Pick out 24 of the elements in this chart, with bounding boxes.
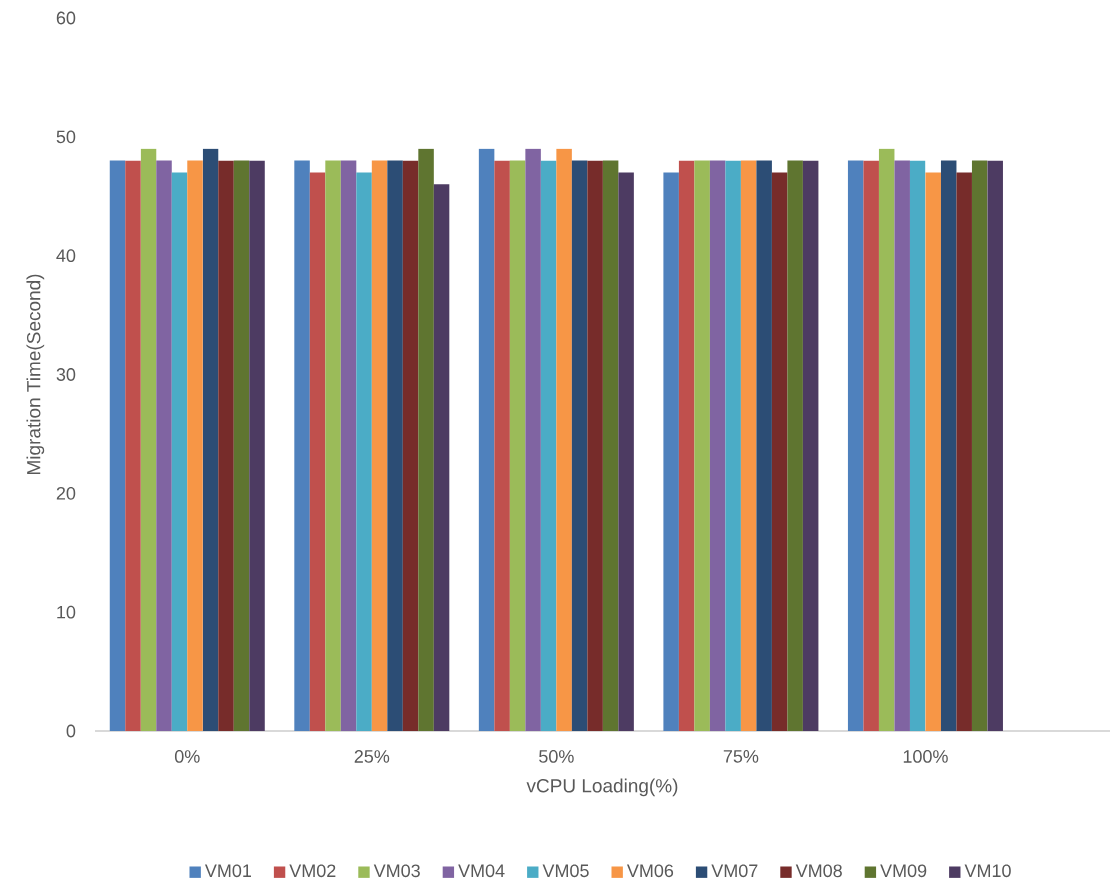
legend-label: VM02 [289,864,336,878]
x-tick-label: 0% [174,750,200,763]
x-tick-label: 25% [354,750,390,763]
legend-label: VM08 [795,864,842,878]
y-tick-label: 20 [56,486,76,500]
x-axis-title: vCPU Loading(%) [526,778,678,797]
legend-label: VM07 [711,864,758,878]
legend-label: VM03 [373,864,420,878]
legend-label: VM01 [204,864,251,878]
y-tick-label: 0 [66,724,76,738]
x-tick-label: 100% [903,750,948,763]
legend-label: VM06 [626,864,674,878]
y-tick-label: 30 [56,368,76,381]
y-tick-label: 60 [56,11,76,25]
legend-label: VM10 [964,864,1011,878]
legend-label: VM04 [458,864,505,878]
y-tick-label: 50 [56,130,76,144]
legend-label: VM05 [542,864,589,878]
y-axis-title: Migration Time(Second) [26,274,45,474]
y-tick-label: 10 [57,605,76,619]
legend-label: VM09 [880,864,927,878]
x-tick-label: 50% [539,750,574,763]
y-tick-label: 40 [56,249,76,263]
x-tick-label: 75% [723,750,759,763]
